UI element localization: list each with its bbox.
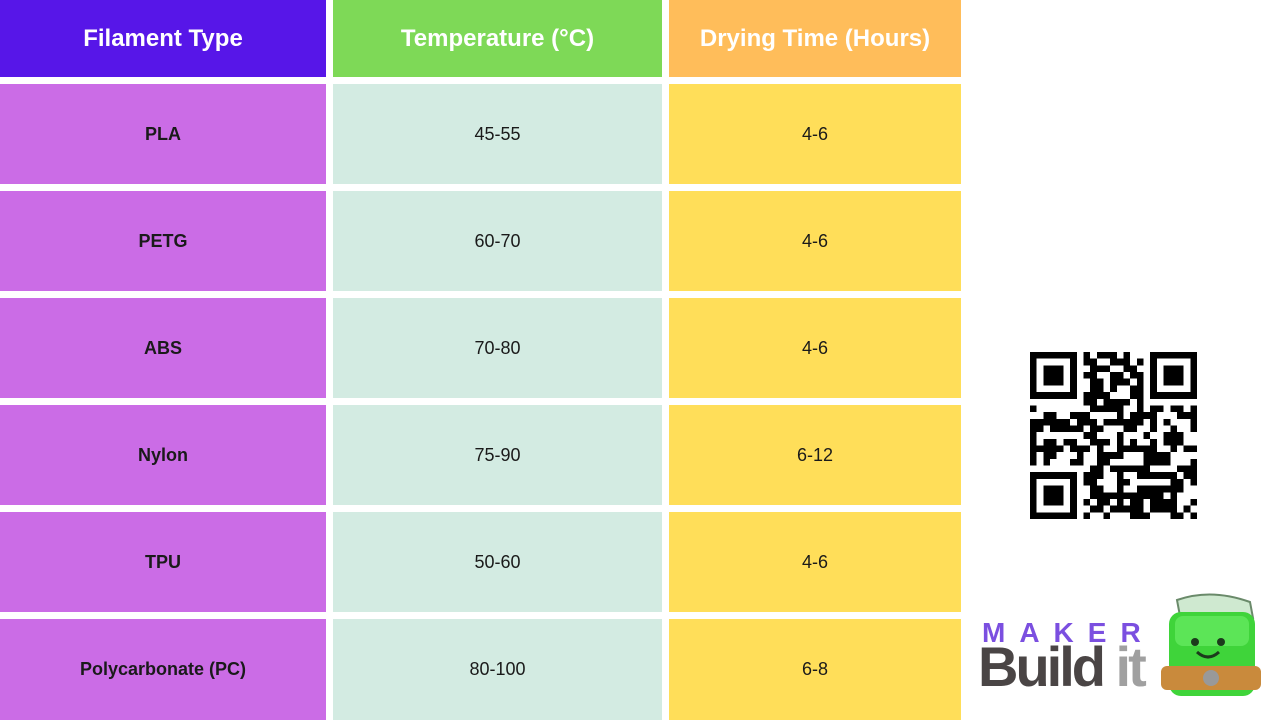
temperature-cell: 70-80: [333, 298, 662, 398]
header-drying-time: Drying Time (Hours): [669, 0, 961, 77]
temperature-cell: 45-55: [333, 84, 662, 184]
qr-code-icon[interactable]: [1030, 352, 1197, 519]
temperature-cell: 50-60: [333, 512, 662, 612]
filament-type-cell: PETG: [0, 191, 326, 291]
temperature-cell: 80-100: [333, 619, 662, 720]
logo-maker-text: MAKER: [982, 617, 1155, 648]
logo-build-text: Build it: [978, 635, 1147, 698]
green-cube-mascot-icon: [1161, 593, 1261, 696]
filament-type-cell: TPU: [0, 512, 326, 612]
filament-type-cell: Nylon: [0, 405, 326, 505]
drying-time-cell: 4-6: [669, 84, 961, 184]
header-temperature: Temperature (°C): [333, 0, 662, 77]
drying-time-cell: 4-6: [669, 512, 961, 612]
temperature-cell: 75-90: [333, 405, 662, 505]
filament-type-cell: ABS: [0, 298, 326, 398]
drying-time-cell: 6-12: [669, 405, 961, 505]
temperature-cell: 60-70: [333, 191, 662, 291]
drying-time-cell: 6-8: [669, 619, 961, 720]
filament-type-cell: PLA: [0, 84, 326, 184]
header-filament-type: Filament Type: [0, 0, 326, 77]
drying-time-cell: 4-6: [669, 298, 961, 398]
drying-time-cell: 4-6: [669, 191, 961, 291]
filament-type-cell: Polycarbonate (PC): [0, 619, 326, 720]
